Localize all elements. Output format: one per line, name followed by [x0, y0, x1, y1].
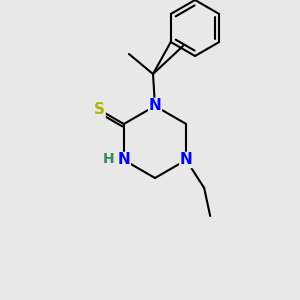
- Text: N: N: [117, 152, 130, 167]
- Text: H: H: [103, 152, 115, 166]
- Text: N: N: [180, 152, 193, 167]
- Text: N: N: [148, 98, 161, 113]
- Text: S: S: [94, 103, 105, 118]
